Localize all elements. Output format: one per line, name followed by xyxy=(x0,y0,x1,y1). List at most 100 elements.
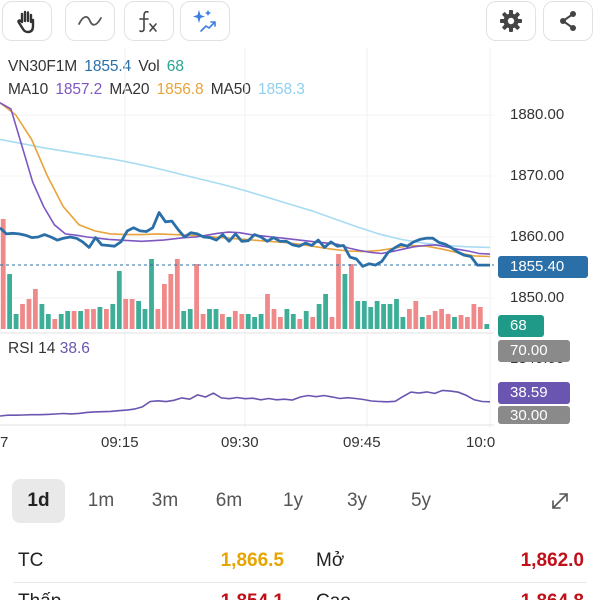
ref-price-value: 1,866.5 xyxy=(220,550,284,571)
volume-label: Vol xyxy=(138,58,160,75)
ma50-line xyxy=(0,138,491,249)
range-3y[interactable]: 3y xyxy=(346,490,368,511)
low-price-label: Thấp xyxy=(18,591,61,600)
volume-bar xyxy=(477,307,483,329)
high-price-label: Cao xyxy=(316,591,351,600)
low-price-value: 1,854.1 xyxy=(180,591,284,600)
volume-bar xyxy=(245,314,251,329)
volume-bar xyxy=(220,314,225,329)
ma50-label: MA50 xyxy=(210,81,251,98)
volume-bar xyxy=(419,317,425,329)
time-tick: 7 xyxy=(0,434,9,451)
volume-bar xyxy=(174,259,180,329)
function-icon xyxy=(139,10,157,33)
volume-bar xyxy=(213,309,219,329)
volume-bar xyxy=(336,254,341,329)
settings-button[interactable] xyxy=(486,1,536,41)
volume-bar xyxy=(65,311,71,329)
volume-bar xyxy=(290,314,296,329)
volume-bar xyxy=(0,219,6,329)
volume-bar xyxy=(387,304,393,329)
rsi-value: 38.6 xyxy=(59,340,90,357)
volume-bar xyxy=(149,259,154,329)
volume-bar xyxy=(155,309,161,329)
volume-bar xyxy=(471,304,477,329)
volume-bar xyxy=(142,309,148,329)
ma-legend: MA10 1857.2 MA20 1856.8 MA50 1858.3 xyxy=(8,81,308,99)
time-tick: 09:30 xyxy=(221,434,259,451)
ai-trend-button[interactable] xyxy=(180,1,230,41)
open-price-label: Mở xyxy=(316,550,345,571)
range-1y[interactable]: 1y xyxy=(282,490,304,511)
ma50-value: 1858.3 xyxy=(258,81,305,98)
volume-bar xyxy=(316,304,322,329)
volume-bar xyxy=(232,311,238,329)
rsi-lower-badge: 30.00 xyxy=(498,406,570,424)
volume-bar xyxy=(355,301,361,329)
share-button[interactable] xyxy=(543,1,593,41)
volume-bar xyxy=(162,284,167,329)
volume-bar xyxy=(303,311,309,329)
volume-bar xyxy=(136,301,141,329)
expand-button[interactable] xyxy=(540,479,580,523)
volume-bar xyxy=(458,315,464,329)
range-selector: 1d 1m 3m 6m 1y 3y 5y xyxy=(12,479,588,523)
volume-bar xyxy=(413,301,419,329)
volume-bar xyxy=(394,299,399,329)
range-6m[interactable]: 6m xyxy=(215,490,243,511)
price-tick: 1850.00 xyxy=(510,289,565,306)
volume-bar xyxy=(123,299,129,329)
hand-tool-button[interactable] xyxy=(2,1,52,41)
volume-bar xyxy=(271,309,277,329)
price-tick: 1870.00 xyxy=(510,167,565,184)
volume-bar xyxy=(84,309,90,329)
chart-toolbar xyxy=(0,0,600,42)
rsi-value-badge: 38.59 xyxy=(498,382,570,404)
price-chart[interactable] xyxy=(0,0,600,460)
volume-bar xyxy=(181,311,187,329)
open-price-value: 1,862.0 xyxy=(520,550,584,571)
curve-icon xyxy=(78,15,102,26)
volume-bar xyxy=(252,317,257,329)
volume-bar xyxy=(265,294,270,329)
price-tick: 1880.00 xyxy=(510,106,565,123)
price-value: 1855.4 xyxy=(84,58,132,75)
volume-bar xyxy=(368,307,374,329)
range-3m[interactable]: 3m xyxy=(151,490,179,511)
volume-bar xyxy=(432,311,438,329)
volume-bar xyxy=(207,309,212,329)
high-price-value: 1,864.8 xyxy=(480,591,584,600)
volume-bar xyxy=(407,309,412,329)
ma10-value: 1857.2 xyxy=(55,81,103,98)
volume-bar xyxy=(226,317,232,329)
volume-bar xyxy=(33,289,38,329)
volume-bar xyxy=(110,304,116,329)
volume-bar xyxy=(194,264,199,329)
volume-bar xyxy=(329,317,335,329)
draw-line-button[interactable] xyxy=(65,1,115,41)
volume-bar xyxy=(239,314,245,329)
volume-bar xyxy=(484,324,490,329)
volume-bar xyxy=(452,317,457,329)
range-1d[interactable]: 1d xyxy=(12,479,65,523)
price-legend: VN30F1M 1855.4 Vol 68 xyxy=(8,58,187,76)
range-1m[interactable]: 1m xyxy=(87,490,115,511)
rsi-legend: RSI 14 38.6 xyxy=(8,340,90,358)
volume-bar xyxy=(381,304,386,329)
current-price-badge: 1855.40 xyxy=(498,256,588,278)
gear-icon xyxy=(500,10,522,32)
volume-bar xyxy=(361,301,367,329)
volume-bar xyxy=(104,309,109,329)
volume-badge: 68 xyxy=(498,315,544,337)
volume-bar xyxy=(20,304,25,329)
indicator-button[interactable] xyxy=(124,1,174,41)
stats-divider xyxy=(14,582,586,583)
volume-bar xyxy=(445,314,451,329)
range-5y[interactable]: 5y xyxy=(410,490,432,511)
rsi-label: RSI 14 xyxy=(8,340,56,357)
volume-bar xyxy=(52,319,58,329)
volume-bar xyxy=(129,299,135,329)
volume-bar xyxy=(26,299,32,329)
rsi-line xyxy=(0,389,491,417)
volume-bar xyxy=(116,271,122,329)
